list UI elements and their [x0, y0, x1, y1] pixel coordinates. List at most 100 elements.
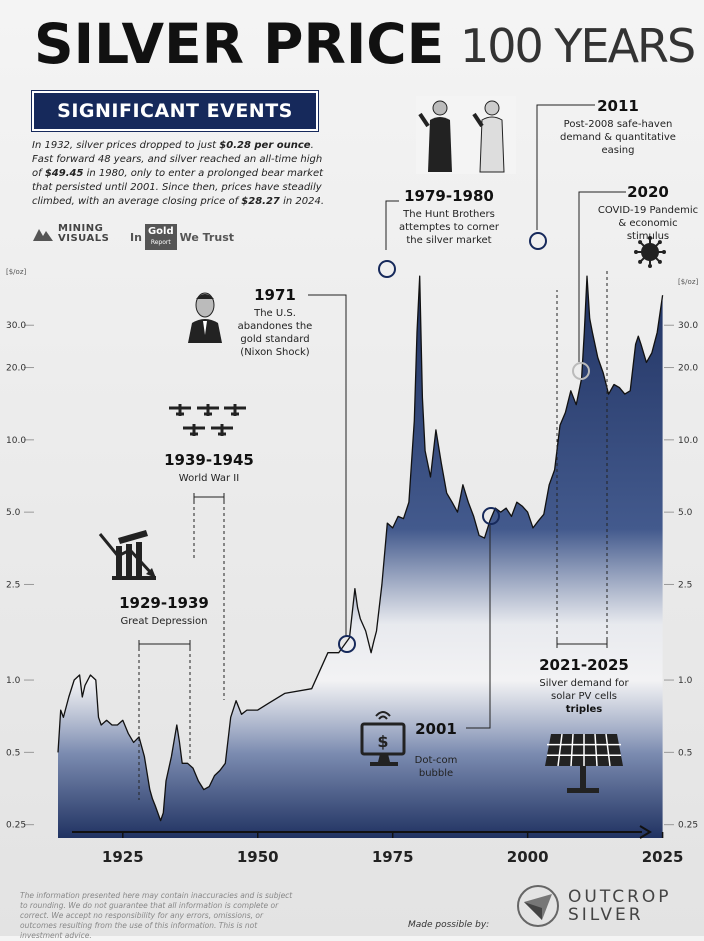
price-line	[57, 275, 664, 822]
outcrop-logo-icon	[517, 885, 559, 927]
solar-vline-2	[570, 733, 574, 767]
event-dotcom-year: 2001	[415, 720, 457, 738]
section-banner: SIGNIFICANT EVENTS	[32, 91, 318, 131]
event-covid-desc-2: stimulus	[627, 231, 669, 242]
virus-tip-0	[662, 250, 666, 254]
event-covid-year: 2020	[627, 183, 669, 201]
nixon-shirt	[203, 321, 207, 335]
event-wwii-year: 1939-1945	[164, 451, 254, 469]
y-tick-label-right-5: 1.0	[678, 676, 693, 686]
crashing-building-icon	[98, 530, 156, 580]
intro-p1: In 1932, silver prices dropped to just	[32, 140, 220, 151]
outcrop-logo: OUTCROP SILVER	[516, 884, 672, 928]
solar-base	[567, 788, 599, 793]
disclaimer: The information presented here may conta…	[20, 891, 293, 940]
solar-pole	[580, 766, 586, 788]
virus-tip-5	[638, 240, 643, 245]
plane-2	[224, 404, 246, 416]
event-nixon-desc-3: (Nixon Shock)	[240, 347, 309, 358]
y-tick-label-left-4: 2.5	[6, 580, 20, 590]
building-arrow-head	[146, 568, 156, 578]
ingold-in: In	[130, 230, 142, 244]
ingold-gold: Gold	[147, 226, 174, 237]
y-tick-label-right-0: 30.0	[678, 321, 698, 331]
event-qe-desc-1: demand & quantitative	[560, 132, 676, 143]
event-solar-emph: triples	[566, 704, 603, 715]
event-covid-desc-1: & economic	[618, 218, 677, 229]
event-great-depression-desc-0: Great Depression	[121, 616, 208, 627]
virus-spike-3	[639, 251, 651, 263]
y-tick-label-left-1: 20.0	[6, 364, 26, 374]
y-tick-label-left-3: 5.0	[6, 508, 21, 518]
virus-spike-7	[649, 241, 661, 253]
event-hunt-desc-2: the silver market	[406, 235, 491, 246]
price-area	[58, 276, 663, 838]
event-nixon-year: 1971	[254, 286, 296, 304]
x-tick-label-4: 2025	[642, 848, 684, 866]
event-hunt-marker	[378, 260, 396, 278]
y-tick-label-left-2: 10.0	[6, 436, 26, 446]
y-tick-label-right-2: 10.0	[678, 436, 698, 446]
x-tick-label-2: 1975	[372, 848, 414, 866]
intro-p3: in 1980, only to enter a prolonged bear …	[32, 168, 324, 207]
building-roof	[118, 530, 148, 544]
hunt-arm-1	[418, 112, 430, 128]
building-col-2	[126, 544, 132, 576]
ingold-logo: In Gold Report We Trust	[130, 224, 234, 250]
virus-tip-1	[657, 259, 662, 264]
ingold-report: Report	[150, 239, 171, 246]
building-base	[112, 576, 156, 580]
virus-tip-6	[648, 236, 652, 240]
virus-spike-1	[649, 251, 661, 263]
solar-vline-5	[605, 733, 611, 767]
computer-keyboard	[370, 762, 398, 766]
event-covid-leader	[578, 191, 626, 362]
computer-wifi	[375, 711, 391, 720]
nixon-portrait-icon	[186, 285, 224, 343]
intro-b2: $49.45	[44, 168, 84, 179]
intro-b1: $0.28 per ounce	[219, 140, 311, 151]
solar-panel-icon	[545, 733, 623, 793]
event-hunt-leader	[385, 200, 399, 250]
y-tick-label-left-5: 1.0	[6, 676, 21, 686]
building-arrow	[98, 533, 154, 576]
plane-3	[183, 424, 205, 436]
x-tick-label-1: 1950	[237, 848, 279, 866]
event-dotcom-marker	[482, 507, 500, 525]
computer-icon: $	[360, 711, 406, 766]
mining-visuals-logo-icon	[33, 229, 53, 241]
y-tick-label-right-7: 0.25	[678, 821, 698, 831]
x-tick-label-0: 1925	[102, 848, 144, 866]
event-solar-desc-0: Silver demand for	[539, 678, 629, 689]
event-hunt-desc-1: attemptes to corner	[399, 222, 500, 233]
mining-visuals-logo: MINING VISUALS	[32, 224, 109, 244]
hunt-body-1	[428, 117, 452, 172]
event-dotcom-desc-1: Dot-com	[415, 755, 458, 766]
event-hunt-year: 1979-1980	[404, 187, 494, 205]
plane-4	[211, 424, 233, 436]
mining-visuals-line1: MINING	[58, 223, 104, 234]
virus-tip-3	[638, 259, 643, 264]
event-nixon-desc-0: The U.S.	[253, 308, 296, 319]
y-unit-label-left: [$/oz]	[6, 268, 27, 276]
y-tick-label-left-6: 0.5	[6, 748, 20, 758]
event-great-depression-year: 1929-1939	[119, 594, 209, 612]
virus-tip-4	[634, 250, 638, 254]
computer-dollar: $	[377, 732, 388, 751]
event-nixon-desc-2: gold standard	[240, 334, 309, 345]
x-tick-label-3: 2000	[507, 848, 549, 866]
event-dotcom-desc-2: bubble	[419, 768, 453, 779]
intro-b3: $28.27	[241, 196, 280, 207]
y-unit-label-right: [$/oz]	[678, 278, 699, 286]
hunt-brothers-icon	[416, 96, 516, 174]
page-subtitle: 100 YEARS	[460, 19, 696, 73]
y-tick-label-right-3: 5.0	[678, 508, 693, 518]
event-nixon-marker	[338, 635, 356, 653]
event-nixon-desc-1: abandones the	[238, 321, 313, 332]
intro-text: In 1932, silver prices dropped to just $…	[32, 139, 332, 209]
building-col-1	[116, 546, 122, 576]
computer-stand	[378, 754, 390, 762]
outcrop-line2: SILVER	[568, 905, 644, 925]
hunt-head-1	[432, 100, 448, 116]
y-tick-label-right-1: 20.0	[678, 364, 698, 374]
